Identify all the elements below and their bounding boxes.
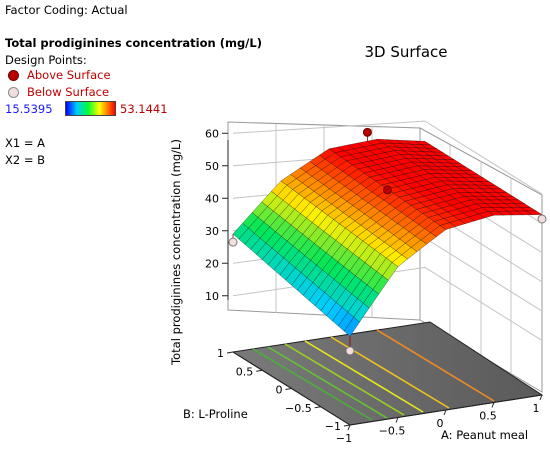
x2-mapping: X2 = B xyxy=(5,153,46,167)
design-point-1 xyxy=(228,237,238,247)
design-point-2 xyxy=(383,185,392,195)
floor-contour-2 xyxy=(267,346,388,419)
x-tick-4: 1 xyxy=(533,402,540,415)
y-tick-4: 1 xyxy=(217,347,224,360)
x-tick-0: −1 xyxy=(336,432,352,445)
y-tick-3: 0.5 xyxy=(236,365,254,378)
y-tick-mark-4 xyxy=(226,351,234,354)
x-tick-2: 0 xyxy=(437,417,444,430)
y-tick-mark-2 xyxy=(285,388,292,390)
x-tick-mark-1 xyxy=(395,417,399,423)
chart-title: 3D Surface xyxy=(364,43,447,61)
color-scale-min: 15.5395 xyxy=(5,102,53,116)
x-axis-title: A: Peanut meal xyxy=(441,428,528,442)
floor-contour-6 xyxy=(376,329,495,402)
design-point-4 xyxy=(537,214,547,224)
z-tick-1: 20 xyxy=(205,257,219,270)
y-tick-mark-3 xyxy=(256,369,263,372)
x-tick-1: −0.5 xyxy=(379,425,406,438)
below-surface-marker xyxy=(8,87,19,98)
above-surface-marker xyxy=(8,70,19,81)
x-tick-3: 0.5 xyxy=(479,410,497,423)
design-point-0 xyxy=(345,346,355,356)
x-tick-mark-2 xyxy=(443,409,447,416)
design-points-label: Design Points: xyxy=(5,53,87,67)
z-tick-0: 10 xyxy=(205,290,219,303)
legend-panel: Factor Coding: Actual Total prodiginines… xyxy=(0,0,262,200)
above-surface-label: Above Surface xyxy=(27,68,111,82)
y-tick-0: −1 xyxy=(325,420,341,433)
floor-contour-4 xyxy=(304,340,424,413)
z-tick-2: 30 xyxy=(205,225,219,238)
z-gridline-5 xyxy=(232,120,543,195)
y-tick-1: −0.5 xyxy=(285,402,312,415)
floor-contour-3 xyxy=(284,343,405,416)
y-tick-labels: −1 −0.50 0.5 1 xyxy=(217,347,351,433)
response-title: Total prodiginines concentration (mg/L) xyxy=(5,36,262,50)
y-tick-2: 0 xyxy=(276,384,283,397)
below-surface-label: Below Surface xyxy=(27,85,110,99)
response-surface xyxy=(232,138,543,337)
x-tick-mark-3 xyxy=(491,402,495,408)
z-tick-4: 50 xyxy=(205,160,219,173)
design-point-3 xyxy=(362,127,372,137)
z-axis-title: Total prodiginines concentration (mg/L) xyxy=(169,139,183,366)
floor-contour-1 xyxy=(252,348,373,421)
x-tick-mark-4 xyxy=(539,394,543,401)
z-tick-3: 40 xyxy=(205,192,219,205)
color-scale-max: 53.1441 xyxy=(120,102,168,116)
x1-mapping: X1 = A xyxy=(5,136,46,150)
surface-patch xyxy=(525,210,543,215)
y-tick-mark-0 xyxy=(343,424,351,427)
y-axis-title: B: L-Proline xyxy=(183,407,248,421)
x-tick-mark-0 xyxy=(347,424,351,431)
z-tick-labels: 10 20 30 40 50 60 xyxy=(205,127,228,303)
color-scale-bar xyxy=(65,101,116,116)
design-points xyxy=(228,127,547,356)
factor-coding: Factor Coding: Actual xyxy=(5,3,128,17)
x-tick-labels: −1 −0.5 0 0.5 1 xyxy=(336,394,543,445)
z-tick-5: 60 xyxy=(205,127,219,140)
y-tick-mark-1 xyxy=(314,406,321,409)
